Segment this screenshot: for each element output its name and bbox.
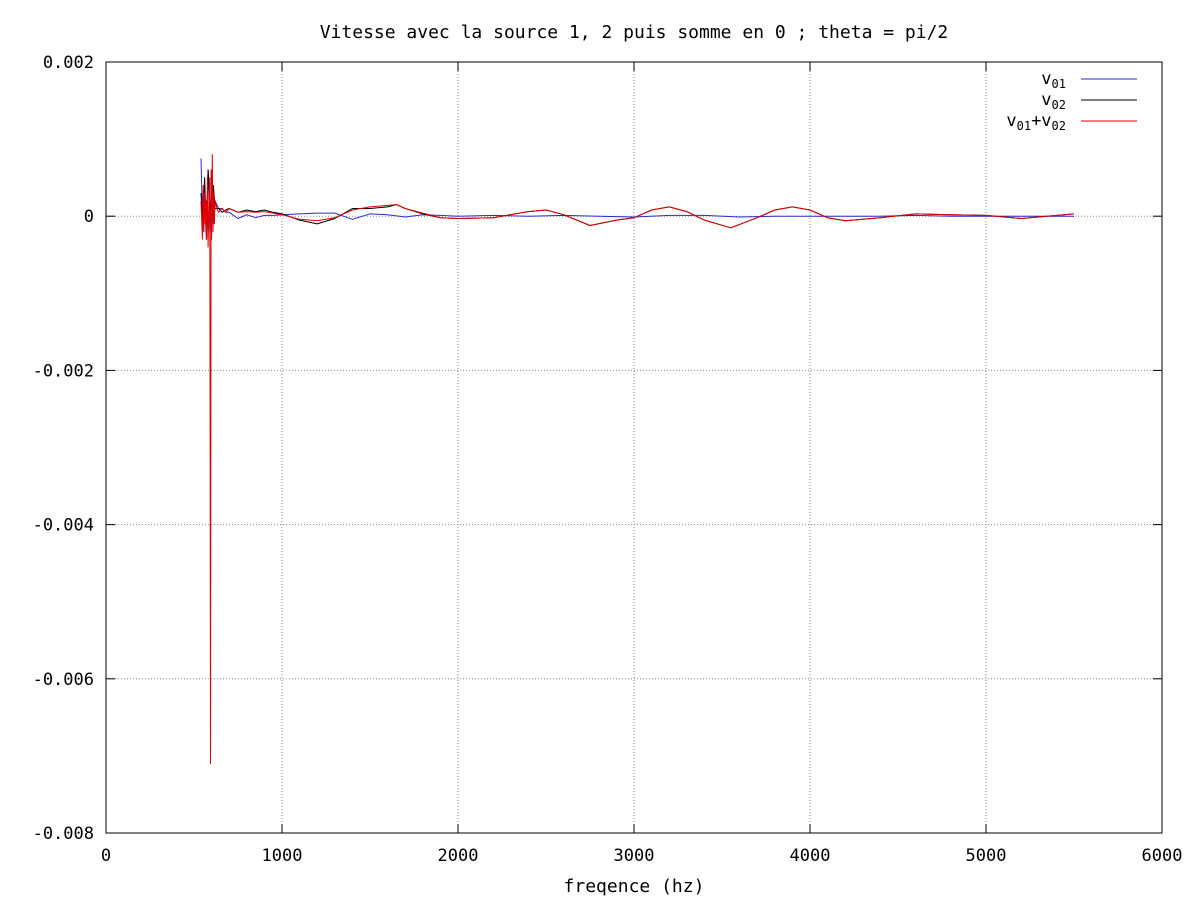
chart-title: Vitesse avec la source 1, 2 puis somme e…: [320, 22, 949, 43]
legend-label: v01: [1041, 69, 1066, 91]
series-line-1: [200, 169, 1075, 233]
x-axis-label: freqence (hz): [564, 876, 705, 897]
y-tick-label: -0.008: [33, 824, 94, 844]
y-tick-label: -0.006: [33, 670, 94, 690]
grid-lines: [106, 62, 1162, 833]
legend-label: v01+v02: [1006, 111, 1066, 133]
x-tick-label: 5000: [966, 846, 1007, 866]
x-tick-label: 1000: [262, 846, 303, 866]
legend-label: v02: [1041, 90, 1066, 112]
plot-frame: [105, 61, 1163, 834]
x-tick-label: 4000: [790, 846, 831, 866]
series-line-2: [200, 154, 1075, 765]
x-tick-label: 3000: [614, 846, 655, 866]
y-tick-label: -0.002: [33, 361, 94, 381]
x-tick-label: 0: [101, 846, 111, 866]
series-lines: [200, 154, 1075, 765]
y-tick-label: -0.004: [33, 516, 94, 536]
y-tick-label: 0.002: [43, 53, 94, 73]
series-line-0: [200, 158, 1074, 240]
x-tick-label: 2000: [438, 846, 479, 866]
y-tick-label: 0: [84, 207, 94, 227]
axis-ticks: 0 1000 2000 3000 4000 5000 6000 0.002 0 -0.002 -0.…: [33, 53, 1183, 866]
x-tick-label: 6000: [1142, 846, 1183, 866]
